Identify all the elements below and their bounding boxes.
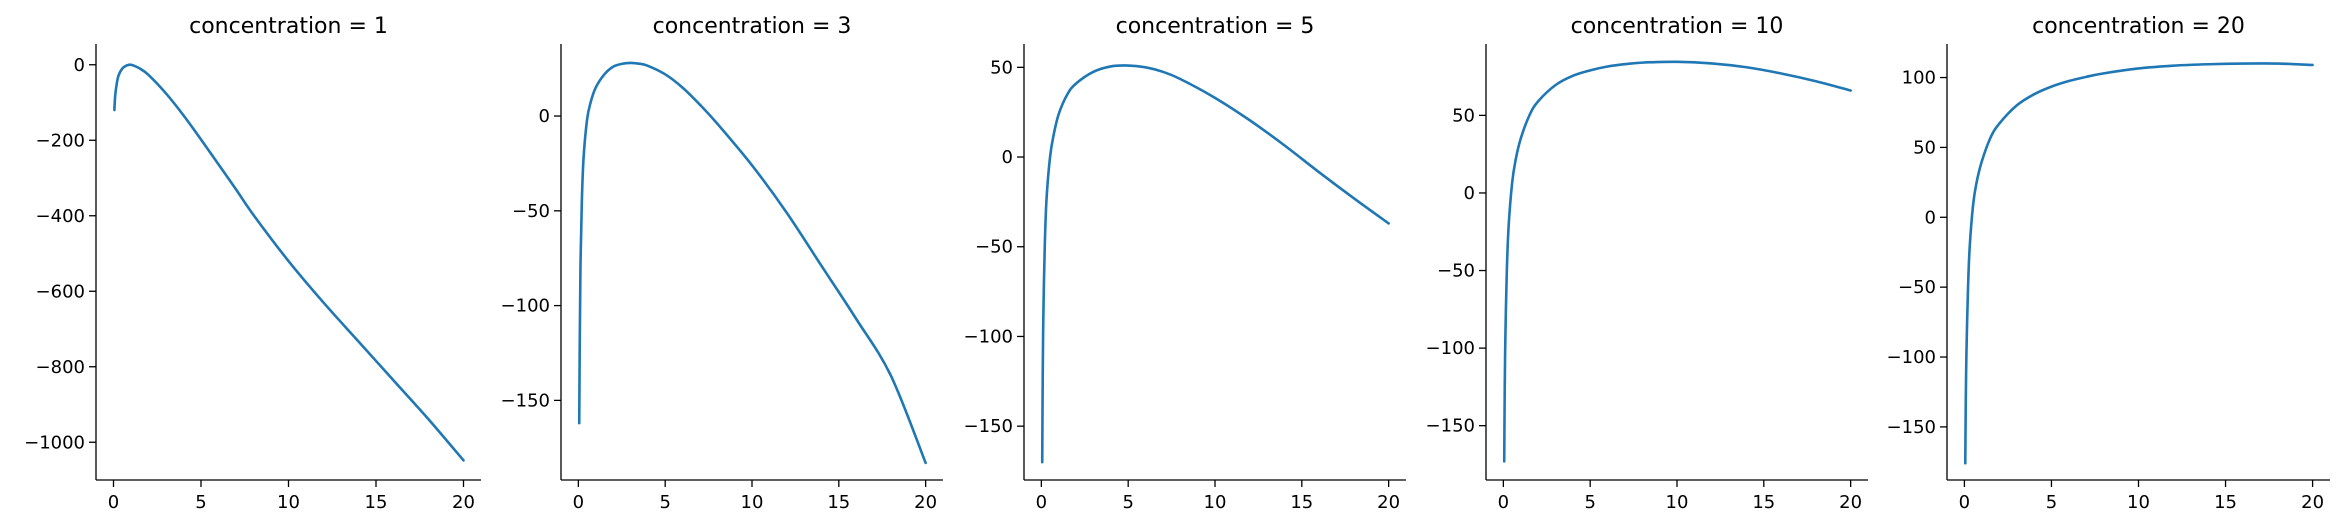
y-tick-label: −100 (964, 326, 1013, 347)
x-tick-label: 20 (1839, 492, 1862, 513)
series-line (1963, 62, 2314, 465)
subplot-title: concentration = 3 (653, 14, 852, 39)
x-tick-label: 5 (1584, 492, 1595, 513)
x-tick-label: 20 (2301, 492, 2324, 513)
x-tick-label: 15 (1752, 492, 1775, 513)
y-tick-label: −400 (36, 206, 85, 227)
x-tick-label: 15 (2214, 492, 2237, 513)
subplot-1: concentration = 1 0 5 10 15 20 0 −200 −400 −600 −8… (24, 14, 481, 513)
subplot-2: concentration = 3 0 5 10 15 20 0 −50 −100 −150 (501, 14, 943, 513)
y-tick-label: −100 (1426, 338, 1475, 359)
y-tick-label: −200 (36, 130, 85, 151)
y-tick-label: −1000 (24, 432, 85, 453)
series-line (1502, 60, 1852, 463)
x-tick-label: 10 (1204, 492, 1227, 513)
x-tick-label: 10 (741, 492, 764, 513)
series-line (577, 61, 927, 465)
y-tick-label: −50 (1898, 277, 1936, 298)
series-line (113, 63, 465, 462)
y-tick-label: 50 (1452, 105, 1475, 126)
x-tick-label: 0 (573, 492, 584, 513)
subplot-title: concentration = 5 (1116, 14, 1315, 39)
x-tick-label: 10 (2127, 492, 2150, 513)
x-tick-label: 5 (195, 492, 206, 513)
y-tick-label: −150 (964, 416, 1013, 437)
y-tick-label: −100 (501, 296, 550, 317)
x-tick-label: 10 (1666, 492, 1689, 513)
y-tick-label: −800 (36, 357, 85, 378)
y-tick-label: 0 (539, 106, 550, 127)
y-tick-label: −50 (975, 237, 1013, 258)
x-tick-label: 20 (452, 492, 475, 513)
y-tick-label: −150 (1887, 417, 1936, 438)
x-tick-label: 20 (914, 492, 937, 513)
x-tick-label: 0 (108, 492, 119, 513)
y-tick-label: 50 (990, 57, 1013, 78)
x-tick-label: 15 (365, 492, 388, 513)
x-tick-label: 5 (2046, 492, 2057, 513)
subplot-5: concentration = 20 0 5 10 15 20 100 50 0 −50 −100 −… (1887, 14, 2330, 513)
x-tick-label: 15 (827, 492, 850, 513)
x-tick-label: 15 (1290, 492, 1313, 513)
y-tick-label: 0 (1925, 207, 1936, 228)
y-tick-label: 50 (1913, 137, 1936, 158)
x-tick-label: 20 (1377, 492, 1400, 513)
subplot-3: concentration = 5 0 5 10 15 20 50 0 −50 −100 −150 (964, 14, 1406, 513)
subplot-title: concentration = 1 (189, 14, 388, 39)
x-tick-label: 10 (277, 492, 300, 513)
x-tick-label: 5 (1122, 492, 1133, 513)
x-tick-label: 0 (1036, 492, 1047, 513)
y-tick-label: 0 (1002, 147, 1013, 168)
x-tick-label: 0 (1498, 492, 1509, 513)
subplot-title: concentration = 20 (2032, 14, 2245, 39)
y-tick-label: 0 (1464, 183, 1475, 204)
subplot-title: concentration = 10 (1571, 14, 1784, 39)
y-tick-label: −150 (1426, 416, 1475, 437)
y-tick-label: 0 (74, 55, 85, 76)
series-line (1040, 64, 1390, 464)
y-tick-label: −150 (501, 390, 550, 411)
y-tick-label: −50 (512, 201, 550, 222)
x-tick-label: 5 (659, 492, 670, 513)
x-tick-label: 0 (1959, 492, 1970, 513)
y-tick-label: 100 (1902, 68, 1936, 89)
subplot-4: concentration = 10 0 5 10 15 20 50 0 −50 −100 −150 (1426, 14, 1868, 513)
y-tick-label: −100 (1887, 347, 1936, 368)
y-tick-label: −50 (1437, 261, 1475, 282)
y-tick-label: −600 (36, 281, 85, 302)
